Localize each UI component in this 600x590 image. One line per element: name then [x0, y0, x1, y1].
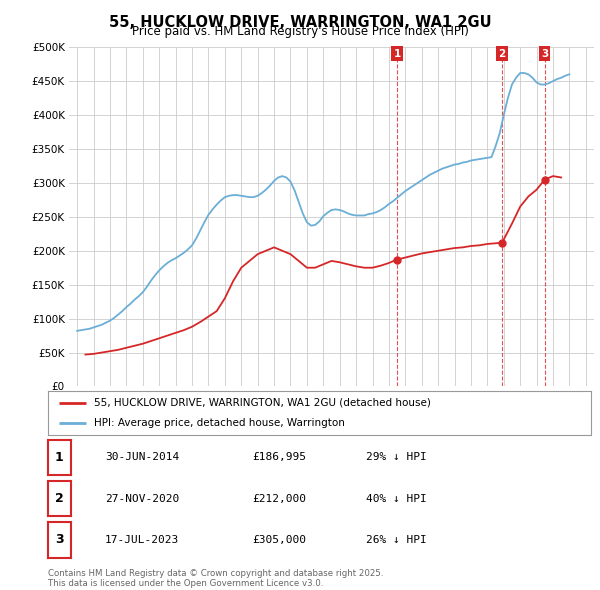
Text: £305,000: £305,000	[252, 535, 306, 545]
Text: 27-NOV-2020: 27-NOV-2020	[105, 494, 179, 503]
Text: Price paid vs. HM Land Registry's House Price Index (HPI): Price paid vs. HM Land Registry's House …	[131, 25, 469, 38]
Text: 3: 3	[55, 533, 64, 546]
Text: 3: 3	[541, 48, 548, 58]
Text: £212,000: £212,000	[252, 494, 306, 503]
Text: 17-JUL-2023: 17-JUL-2023	[105, 535, 179, 545]
Text: HPI: Average price, detached house, Warrington: HPI: Average price, detached house, Warr…	[94, 418, 345, 428]
Text: 2: 2	[55, 492, 64, 505]
Text: 1: 1	[394, 48, 401, 58]
Text: 1: 1	[55, 451, 64, 464]
Text: 30-JUN-2014: 30-JUN-2014	[105, 453, 179, 462]
Text: £186,995: £186,995	[252, 453, 306, 462]
Text: Contains HM Land Registry data © Crown copyright and database right 2025.
This d: Contains HM Land Registry data © Crown c…	[48, 569, 383, 588]
Text: 2: 2	[499, 48, 506, 58]
Text: 26% ↓ HPI: 26% ↓ HPI	[366, 535, 427, 545]
Text: 55, HUCKLOW DRIVE, WARRINGTON, WA1 2GU: 55, HUCKLOW DRIVE, WARRINGTON, WA1 2GU	[109, 15, 491, 30]
Text: 40% ↓ HPI: 40% ↓ HPI	[366, 494, 427, 503]
Text: 55, HUCKLOW DRIVE, WARRINGTON, WA1 2GU (detached house): 55, HUCKLOW DRIVE, WARRINGTON, WA1 2GU (…	[94, 398, 431, 408]
Text: 29% ↓ HPI: 29% ↓ HPI	[366, 453, 427, 462]
